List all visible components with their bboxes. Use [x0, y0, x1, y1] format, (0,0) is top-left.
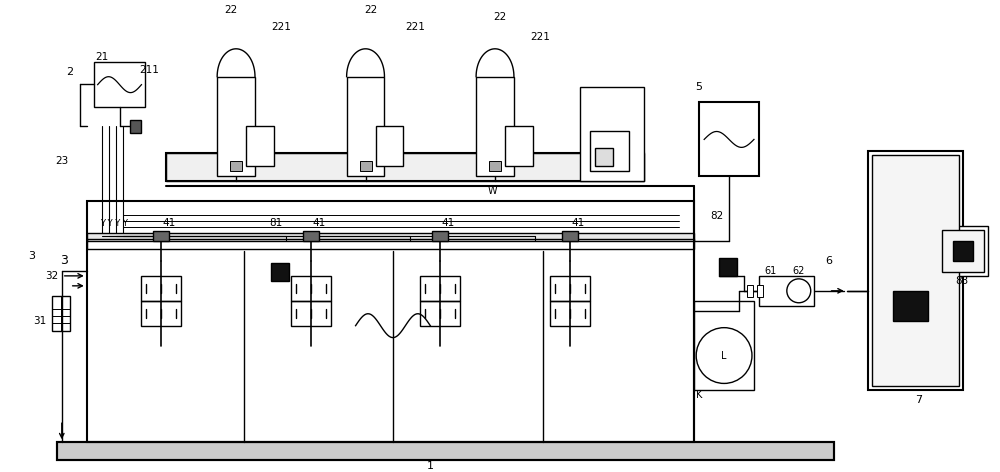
Text: 41: 41	[163, 218, 176, 228]
Bar	[694, 301, 754, 390]
Text: 22: 22	[493, 12, 507, 22]
Bar	[699, 101, 759, 176]
Text: 1: 1	[427, 461, 434, 471]
Bar	[141, 276, 181, 301]
Bar	[432, 231, 448, 241]
Bar	[166, 153, 644, 181]
Bar	[303, 231, 319, 241]
Bar	[420, 301, 460, 326]
Text: 82: 82	[710, 211, 724, 221]
Text: 21: 21	[95, 52, 108, 62]
Bar	[489, 161, 501, 171]
Text: Y Y Y Y: Y Y Y Y	[100, 219, 128, 228]
Bar	[550, 276, 590, 301]
Bar	[246, 126, 274, 166]
Text: 211: 211	[139, 65, 159, 75]
Text: 3: 3	[28, 251, 35, 261]
Bar	[476, 76, 514, 176]
Text: 221: 221	[405, 22, 425, 32]
Text: 3: 3	[60, 254, 68, 268]
Bar	[757, 285, 763, 297]
Bar	[87, 239, 694, 249]
Bar	[94, 62, 145, 107]
Bar	[595, 148, 613, 166]
Text: 2: 2	[66, 67, 73, 77]
Text: 81: 81	[269, 218, 283, 228]
Text: 62: 62	[793, 266, 805, 276]
Bar	[87, 233, 694, 241]
Text: 7: 7	[915, 396, 922, 405]
Bar	[166, 153, 644, 181]
Text: 22: 22	[224, 5, 238, 15]
Bar	[376, 126, 403, 166]
Bar	[291, 301, 331, 326]
Bar	[719, 258, 737, 276]
Bar	[562, 231, 578, 241]
Text: W: W	[487, 186, 497, 196]
Bar	[291, 276, 331, 301]
Bar	[505, 126, 533, 166]
Bar	[893, 291, 928, 320]
Bar	[153, 231, 169, 241]
Text: 221: 221	[530, 32, 550, 42]
Text: L: L	[721, 351, 727, 361]
Bar	[57, 442, 834, 460]
Bar	[953, 241, 973, 261]
Bar	[942, 230, 984, 272]
Text: 23: 23	[55, 156, 68, 166]
Text: 83: 83	[955, 276, 969, 286]
Text: 31: 31	[33, 316, 47, 326]
Bar	[747, 285, 753, 297]
Bar	[872, 155, 959, 387]
Bar	[347, 76, 384, 176]
Bar	[217, 76, 255, 176]
Bar	[420, 276, 460, 301]
Text: 32: 32	[45, 271, 58, 281]
Bar	[868, 152, 963, 390]
Text: K: K	[696, 390, 703, 400]
Bar	[580, 87, 644, 181]
Text: 41: 41	[312, 218, 325, 228]
Bar	[130, 119, 141, 134]
Bar	[230, 161, 242, 171]
Bar	[52, 296, 70, 331]
Text: 61: 61	[765, 266, 777, 276]
Bar	[141, 301, 181, 326]
Text: 41: 41	[442, 218, 455, 228]
Bar	[271, 263, 289, 281]
Bar	[57, 442, 834, 460]
Bar	[550, 301, 590, 326]
Bar	[759, 276, 814, 306]
Text: 6: 6	[825, 256, 832, 266]
Bar	[590, 132, 629, 171]
Bar	[87, 201, 694, 442]
Text: 41: 41	[571, 218, 584, 228]
Text: 221: 221	[271, 22, 291, 32]
Text: 5: 5	[696, 82, 703, 92]
Text: 22: 22	[364, 5, 377, 15]
Bar	[360, 161, 372, 171]
Bar	[938, 226, 988, 276]
